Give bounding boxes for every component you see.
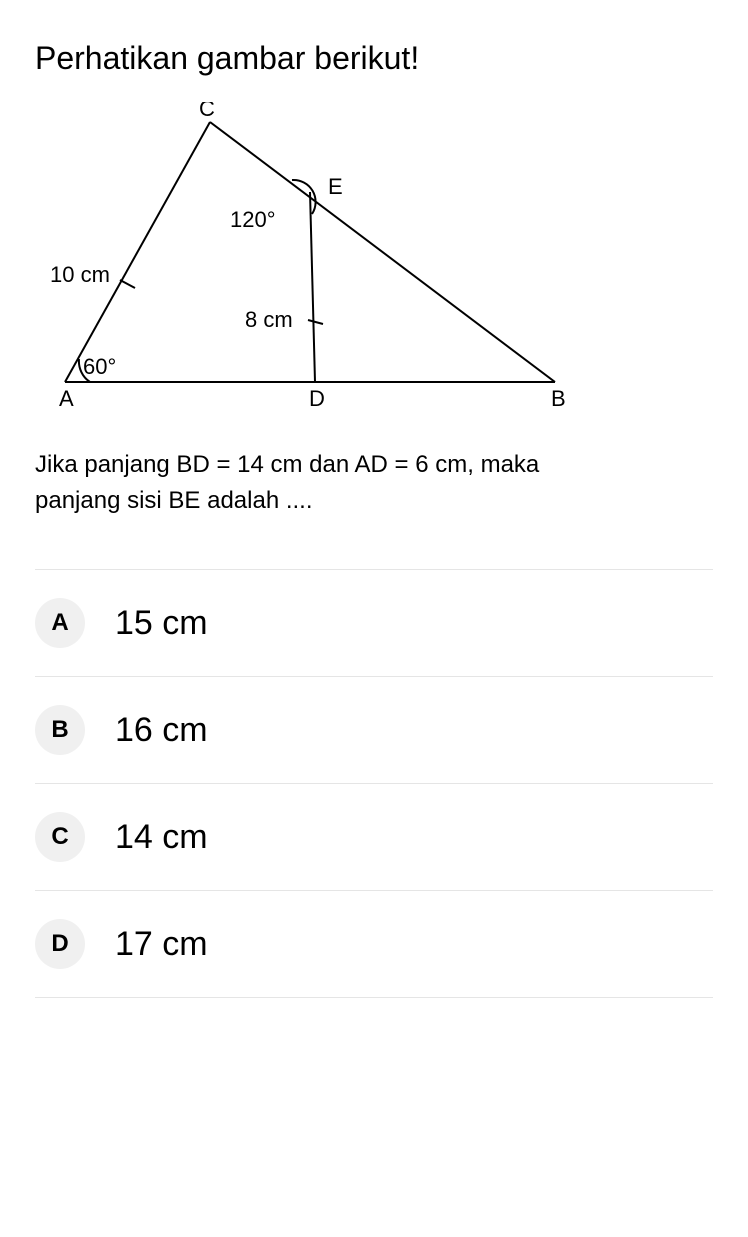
option-a[interactable]: A 15 cm [35,569,713,676]
option-letter: A [35,598,85,648]
svg-text:120°: 120° [230,207,276,232]
option-d[interactable]: D 17 cm [35,890,713,998]
svg-text:B: B [551,386,566,411]
option-b[interactable]: B 16 cm [35,676,713,783]
svg-text:D: D [309,386,325,411]
question-text-line1: Jika panjang BD = 14 cm dan AD = 6 cm, m… [35,451,539,478]
question-text-line2: panjang sisi BE adalah .... [35,487,313,514]
option-letter: D [35,919,85,969]
option-text: 17 cm [115,925,208,964]
option-c[interactable]: C 14 cm [35,783,713,890]
option-text: 14 cm [115,818,208,857]
svg-text:8 cm: 8 cm [245,307,293,332]
option-letter: B [35,705,85,755]
options-list: A 15 cm B 16 cm C 14 cm D 17 cm [35,569,713,998]
svg-text:A: A [59,386,74,411]
triangle-diagram: C E A D B 10 cm 8 cm 60° 120° [35,102,713,427]
question-text: Jika panjang BD = 14 cm dan AD = 6 cm, m… [35,447,713,519]
svg-text:10 cm: 10 cm [50,262,110,287]
svg-text:60°: 60° [83,354,116,379]
option-text: 15 cm [115,604,208,643]
svg-text:C: C [199,102,215,121]
question-title: Perhatikan gambar berikut! [35,40,713,77]
option-text: 16 cm [115,711,208,750]
option-letter: C [35,812,85,862]
svg-text:E: E [328,174,343,199]
